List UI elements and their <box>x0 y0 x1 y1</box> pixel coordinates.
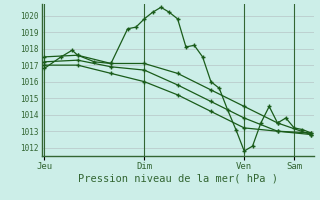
X-axis label: Pression niveau de la mer( hPa ): Pression niveau de la mer( hPa ) <box>77 173 278 183</box>
